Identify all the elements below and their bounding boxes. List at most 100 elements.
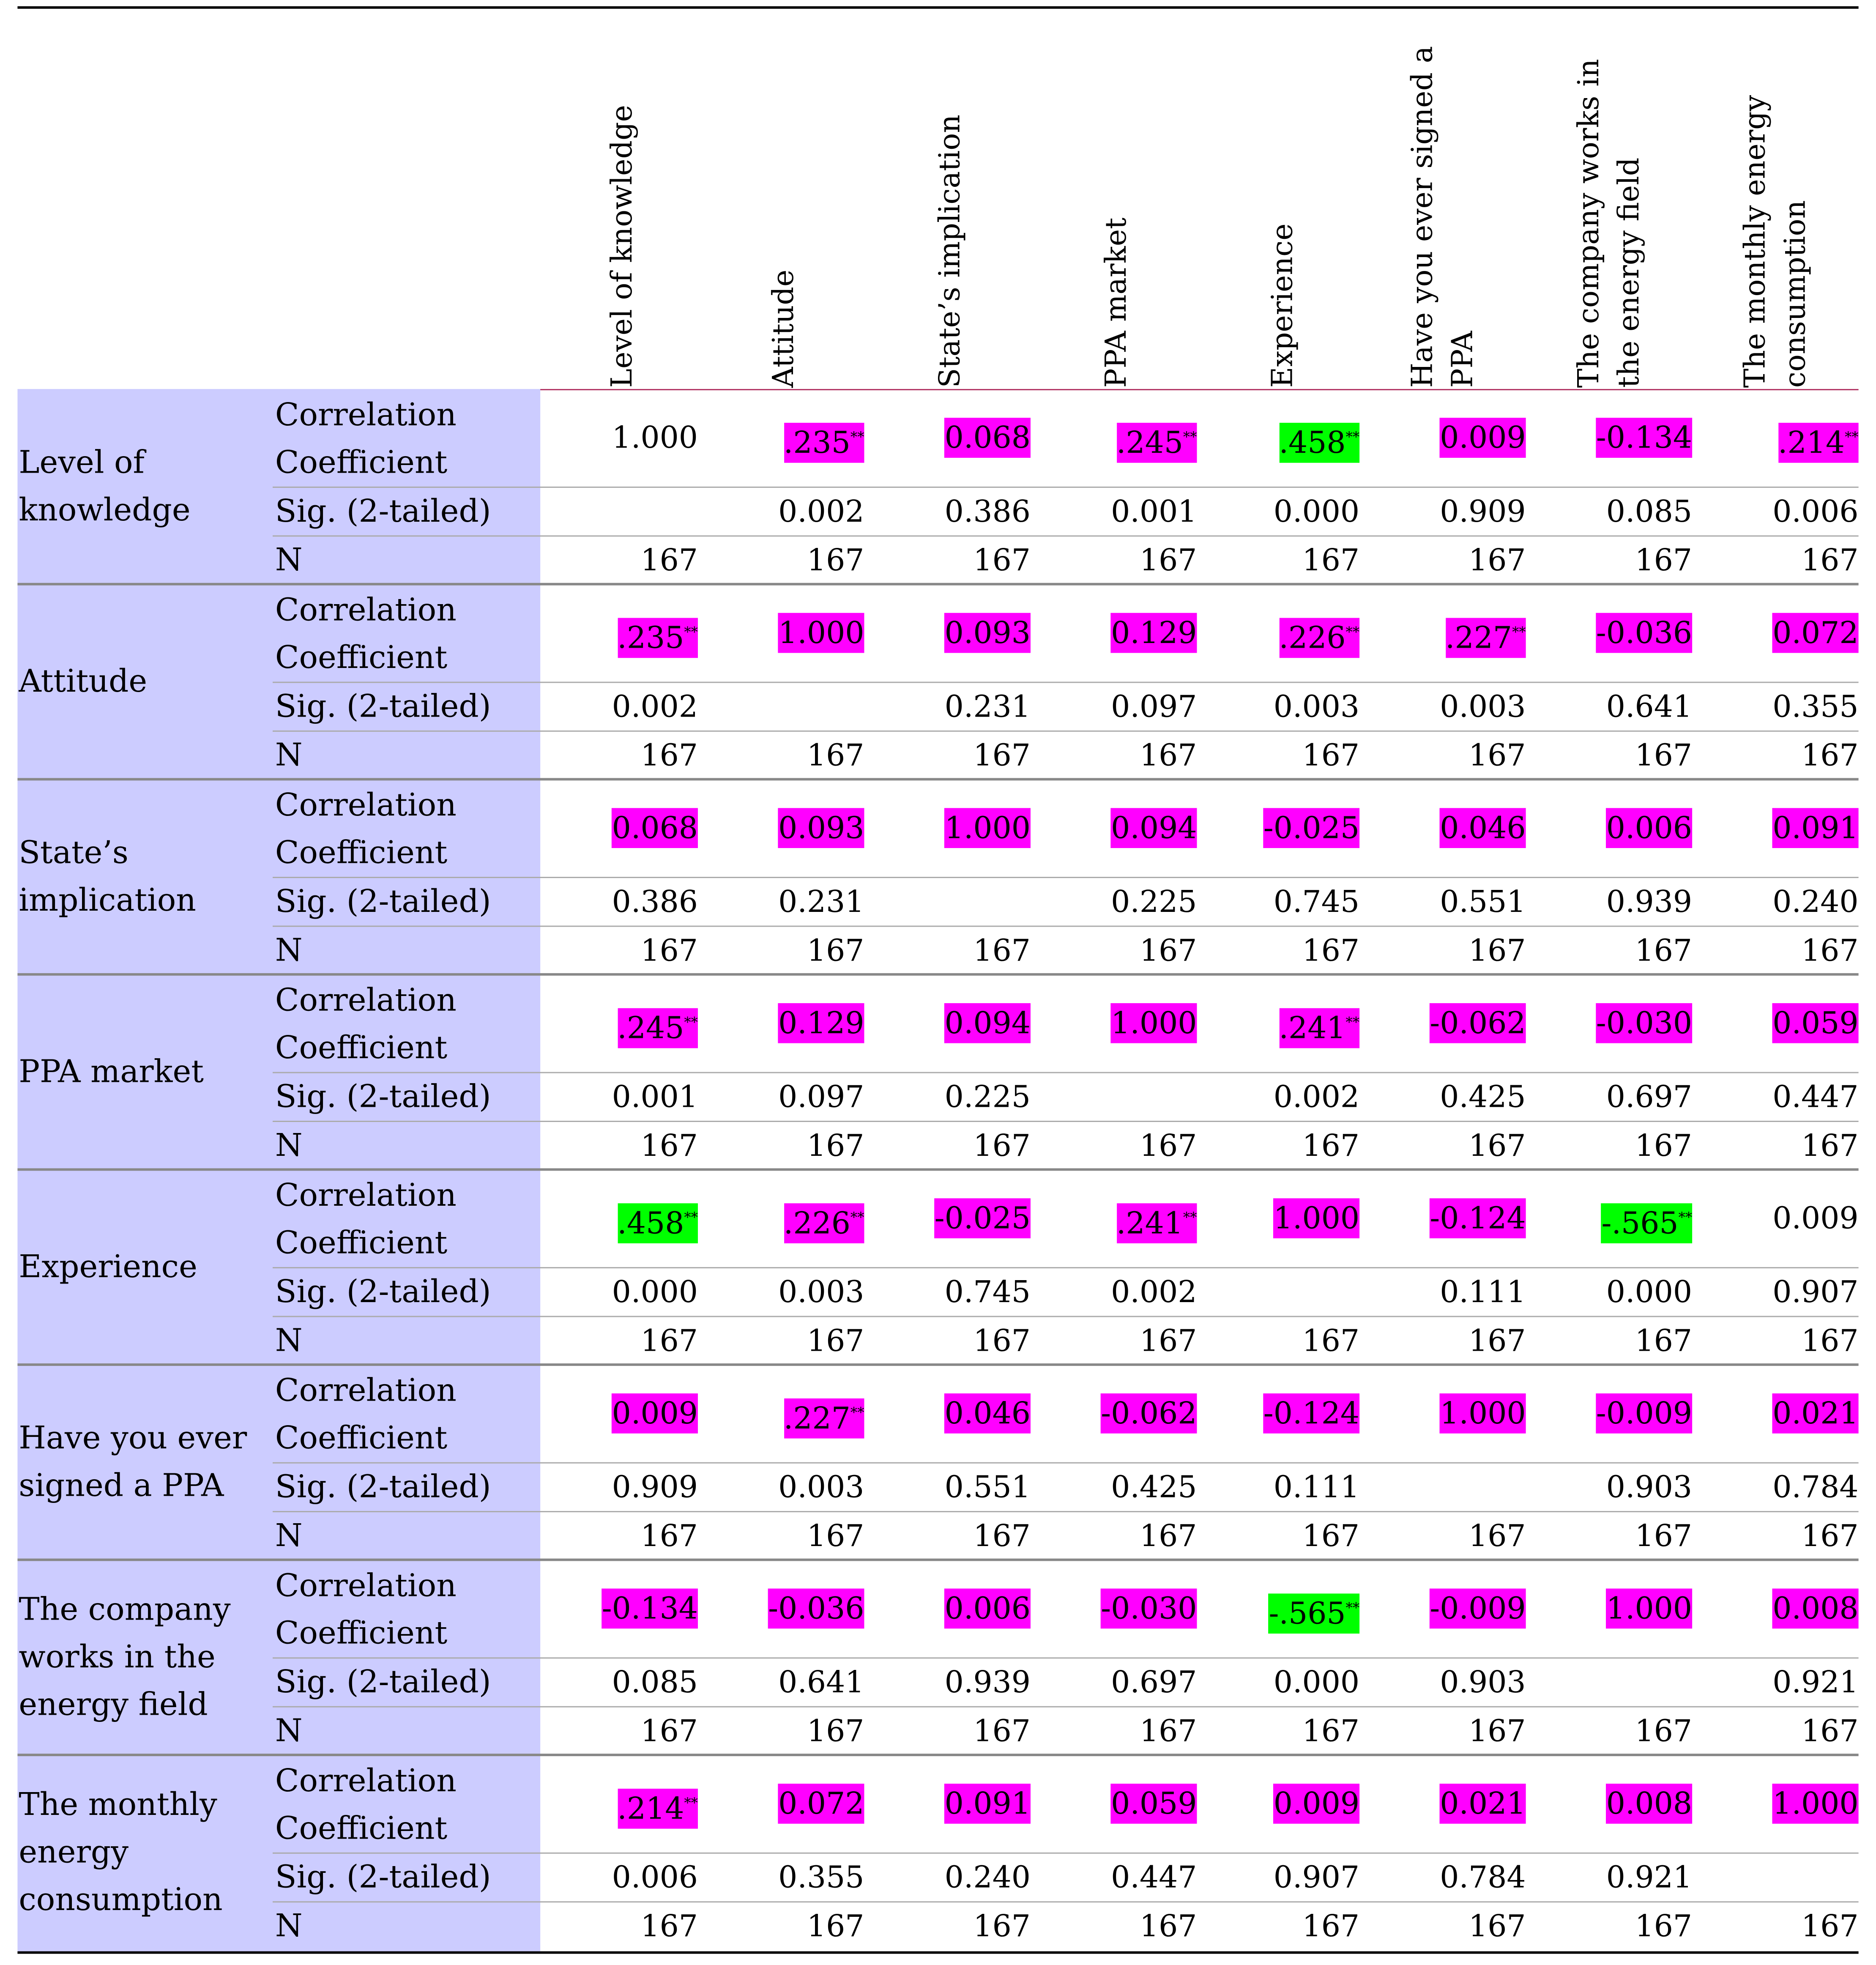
n-cell: 167 <box>1469 1323 1526 1359</box>
corr-value: -0.062 <box>1430 1003 1526 1043</box>
corr-value: .214** <box>1778 423 1859 463</box>
corr-value: -0.009 <box>1430 1588 1526 1629</box>
corr-cell: 0.068 <box>612 807 698 849</box>
stat-row-divider <box>272 486 1859 488</box>
corr-value: -.565** <box>1601 1203 1693 1243</box>
sig-cell: 0.386 <box>944 494 1031 529</box>
corr-cell: 0.009 <box>1772 1197 1858 1240</box>
n-cell: 167 <box>807 543 864 578</box>
n-cell: 167 <box>973 933 1031 969</box>
stat-row-divider <box>272 1706 1859 1708</box>
corr-value: 0.009 <box>1772 1201 1859 1236</box>
table-bottom-rule <box>17 1951 1859 1954</box>
n-cell: 167 <box>640 1713 698 1749</box>
n-cell: 167 <box>1801 543 1859 578</box>
n-cell: 167 <box>1139 1713 1197 1749</box>
n-cell: 167 <box>1139 1518 1197 1554</box>
n-cell: 167 <box>807 933 864 969</box>
corr-cell: 0.093 <box>944 612 1031 654</box>
n-cell: 167 <box>807 1908 864 1944</box>
sig-cell: 0.907 <box>1273 1860 1360 1895</box>
corr-value: 0.009 <box>1273 1784 1359 1824</box>
corr-value: 1.000 <box>1273 1198 1359 1239</box>
sig-cell: 0.000 <box>1606 1274 1693 1310</box>
row-group-divider <box>17 973 1859 976</box>
corr-cell: 0.072 <box>778 1782 864 1825</box>
stat-row-divider <box>272 1120 1859 1122</box>
sig-cell: 0.240 <box>1772 884 1859 920</box>
corr-cell: 0.021 <box>1440 1782 1526 1825</box>
sig-cell: 0.000 <box>1273 1665 1360 1700</box>
corr-cell: .241** <box>1279 1002 1359 1048</box>
sig-cell: 0.447 <box>1772 1079 1859 1115</box>
column-header: Level of knowledge <box>606 105 639 388</box>
sig-cell: 0.909 <box>1440 494 1526 529</box>
sig-cell: 0.447 <box>1111 1860 1197 1895</box>
stat-row-divider <box>272 1901 1859 1903</box>
corr-cell: 0.072 <box>1772 612 1859 654</box>
n-cell: 167 <box>807 1128 864 1163</box>
n-cell: 167 <box>640 1908 698 1944</box>
significance-marker: ** <box>1183 1210 1197 1226</box>
corr-cell: -0.025 <box>1263 807 1359 849</box>
corr-cell: 0.059 <box>1772 1002 1859 1045</box>
corr-cell: .235** <box>617 612 698 658</box>
row-group-divider <box>17 1558 1859 1561</box>
n-cell: 167 <box>1302 1323 1360 1359</box>
corr-cell: 1.000 <box>1772 1782 1859 1825</box>
sig-cell: 0.111 <box>1273 1470 1360 1505</box>
corr-cell: 1.000 <box>1111 1002 1197 1045</box>
n-cell: 167 <box>973 1323 1031 1359</box>
n-cell: 167 <box>1139 1128 1197 1163</box>
n-cell: 167 <box>1302 933 1360 969</box>
n-cell: 167 <box>1302 1908 1360 1944</box>
n-cell: 167 <box>973 738 1031 773</box>
sig-cell: 0.002 <box>778 494 864 529</box>
corr-value: .226** <box>1279 618 1359 658</box>
column-header: PPA market <box>1100 217 1133 388</box>
significance-marker: ** <box>850 1404 864 1421</box>
stat-label-sig: Sig. (2-tailed) <box>275 493 491 529</box>
corr-value: 0.093 <box>778 808 864 848</box>
corr-value: 0.091 <box>944 1784 1031 1824</box>
n-cell: 167 <box>640 543 698 578</box>
sig-cell: 0.001 <box>612 1079 698 1115</box>
corr-value: .226** <box>783 1203 864 1243</box>
corr-value: 0.006 <box>944 1588 1031 1629</box>
n-cell: 167 <box>1635 1128 1693 1163</box>
corr-cell: 0.129 <box>778 1002 864 1045</box>
sig-cell: 0.097 <box>1111 689 1197 725</box>
row-group-label: Attitude <box>19 663 148 699</box>
n-cell: 167 <box>640 1128 698 1163</box>
n-cell: 167 <box>1302 543 1360 578</box>
corr-cell: 1.000 <box>612 416 698 459</box>
sig-cell: 0.085 <box>1606 494 1693 529</box>
corr-cell: 0.008 <box>1772 1587 1859 1630</box>
corr-cell: -0.124 <box>1263 1392 1359 1435</box>
stat-row-divider <box>272 1657 1859 1659</box>
sig-cell: 0.003 <box>778 1274 864 1310</box>
table-top-rule <box>17 6 1859 9</box>
stat-label-n: N <box>275 1517 303 1554</box>
stat-label-n: N <box>275 736 303 773</box>
n-cell: 167 <box>1469 1128 1526 1163</box>
corr-cell: -0.062 <box>1430 1002 1526 1045</box>
stat-label-sig: Sig. (2-tailed) <box>275 688 491 725</box>
sig-cell: 0.240 <box>944 1860 1031 1895</box>
corr-value: 1.000 <box>1440 1393 1526 1434</box>
significance-marker: ** <box>684 1210 698 1226</box>
corr-cell: .214** <box>617 1782 698 1829</box>
sig-cell: 0.085 <box>612 1665 698 1700</box>
sig-cell: 0.784 <box>1772 1470 1859 1505</box>
corr-value: 0.072 <box>778 1784 864 1824</box>
sig-cell: 0.231 <box>944 689 1031 725</box>
stat-label-corr: Correlation Coefficient <box>275 787 457 871</box>
row-group-divider <box>17 1168 1859 1171</box>
corr-cell: 0.091 <box>944 1782 1031 1825</box>
stat-label-sig: Sig. (2-tailed) <box>275 1858 491 1895</box>
sig-cell: 0.002 <box>1111 1274 1197 1310</box>
corr-value: -0.036 <box>768 1588 864 1629</box>
corr-cell: 0.093 <box>778 807 864 849</box>
stat-row-divider <box>272 535 1859 537</box>
corr-cell: -0.134 <box>602 1587 698 1630</box>
